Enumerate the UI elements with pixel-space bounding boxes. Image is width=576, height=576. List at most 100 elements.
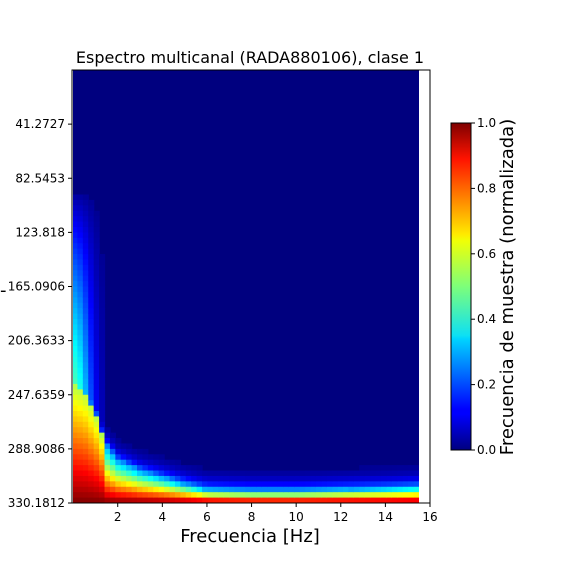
colorbar-tick-label: 0.8 [477, 181, 496, 195]
heatmap-cell [174, 475, 181, 482]
y-tick-label: 82.5453 [15, 171, 65, 185]
heatmap-cell [240, 470, 247, 477]
heatmap-cell [364, 481, 371, 488]
heatmap-cell [73, 454, 79, 461]
heatmap-cell [353, 470, 360, 477]
heatmap-cell [158, 481, 165, 488]
heatmap-cell [380, 475, 387, 482]
heatmap-cell [73, 340, 79, 347]
heatmap-cell [174, 492, 181, 499]
heatmap-cell [288, 481, 295, 488]
heatmap-cell [185, 475, 192, 482]
heatmap-cell [77, 329, 84, 336]
heatmap-cell [202, 492, 209, 499]
heatmap-cell [99, 416, 106, 423]
heatmap-cell [109, 492, 116, 499]
heatmap-cell [375, 465, 382, 472]
heatmap-cell [115, 438, 122, 445]
heatmap-cell [408, 497, 415, 503]
heatmap-cell [294, 486, 301, 493]
heatmap-cell [104, 448, 111, 455]
heatmap-cell [99, 421, 106, 428]
heatmap-cell [326, 497, 333, 503]
heatmap-cell [267, 492, 274, 499]
heatmap-cell [294, 475, 301, 482]
heatmap-cell [272, 470, 279, 477]
heatmap-cell [82, 254, 89, 261]
heatmap-cell [88, 389, 95, 396]
heatmap-cell [93, 216, 100, 223]
heatmap-cell [250, 470, 257, 477]
heatmap-cell [375, 497, 382, 503]
heatmap-cell [82, 281, 89, 288]
heatmap-cell [207, 481, 214, 488]
heatmap-cell [223, 486, 230, 493]
heatmap-cell [88, 281, 95, 288]
heatmap-cell [73, 346, 79, 353]
heatmap-cell [104, 475, 111, 482]
heatmap-cell [120, 448, 127, 455]
heatmap-cell [207, 475, 214, 482]
heatmap-cell [115, 448, 122, 455]
heatmap-cell [73, 432, 79, 439]
heatmap-cell [82, 340, 89, 347]
heatmap-cell [299, 492, 306, 499]
heatmap-cell [359, 465, 366, 472]
heatmap-cell [93, 270, 100, 277]
heatmap-cell [191, 486, 198, 493]
heatmap-cell [77, 427, 84, 434]
heatmap-cell [93, 275, 100, 282]
heatmap-cell [93, 313, 100, 320]
heatmap-cell [99, 465, 106, 472]
heatmap-cell [82, 427, 89, 434]
heatmap [73, 70, 419, 503]
heatmap-cell [245, 486, 252, 493]
heatmap-cell [337, 475, 344, 482]
heatmap-cell [218, 486, 225, 493]
heatmap-cell [310, 486, 317, 493]
heatmap-cell [131, 497, 138, 503]
heatmap-cell [73, 351, 79, 358]
heatmap-cell [104, 497, 111, 503]
heatmap-cell [315, 470, 322, 477]
heatmap-cell [240, 492, 247, 499]
heatmap-cell [88, 383, 95, 390]
y-tick-label: 206.3633 [8, 334, 65, 348]
heatmap-cell [234, 470, 241, 477]
heatmap-cell [115, 454, 122, 461]
heatmap-cell [137, 475, 144, 482]
heatmap-cell [93, 416, 100, 423]
heatmap-cell [88, 297, 95, 304]
heatmap-cell [99, 324, 106, 331]
heatmap-cell [77, 205, 84, 212]
heatmap-cell [99, 486, 106, 493]
heatmap-cell [93, 448, 100, 455]
heatmap-cell [88, 210, 95, 217]
heatmap-cell [115, 459, 122, 466]
heatmap-cell [126, 448, 133, 455]
heatmap-cell [88, 275, 95, 282]
heatmap-cell [137, 470, 144, 477]
heatmap-cell [137, 492, 144, 499]
heatmap-cell [142, 486, 149, 493]
heatmap-cell [126, 454, 133, 461]
colorbar-tick-label: 0.6 [477, 247, 496, 261]
heatmap-cell [82, 481, 89, 488]
heatmap-cell [212, 486, 219, 493]
x-tick-label: 4 [159, 510, 167, 524]
heatmap-cell [359, 470, 366, 477]
heatmap-cell [234, 492, 241, 499]
heatmap-cell [104, 443, 111, 450]
heatmap-cell [408, 486, 415, 493]
heatmap-cell [73, 438, 79, 445]
heatmap-cell [364, 486, 371, 493]
heatmap-cell [93, 226, 100, 233]
heatmap-cell [109, 497, 116, 503]
heatmap-cell [185, 470, 192, 477]
heatmap-cell [397, 465, 404, 472]
heatmap-cell [332, 492, 339, 499]
heatmap-cell [77, 410, 84, 417]
heatmap-cell [73, 389, 79, 396]
heatmap-cell [359, 481, 366, 488]
heatmap-cell [88, 270, 95, 277]
